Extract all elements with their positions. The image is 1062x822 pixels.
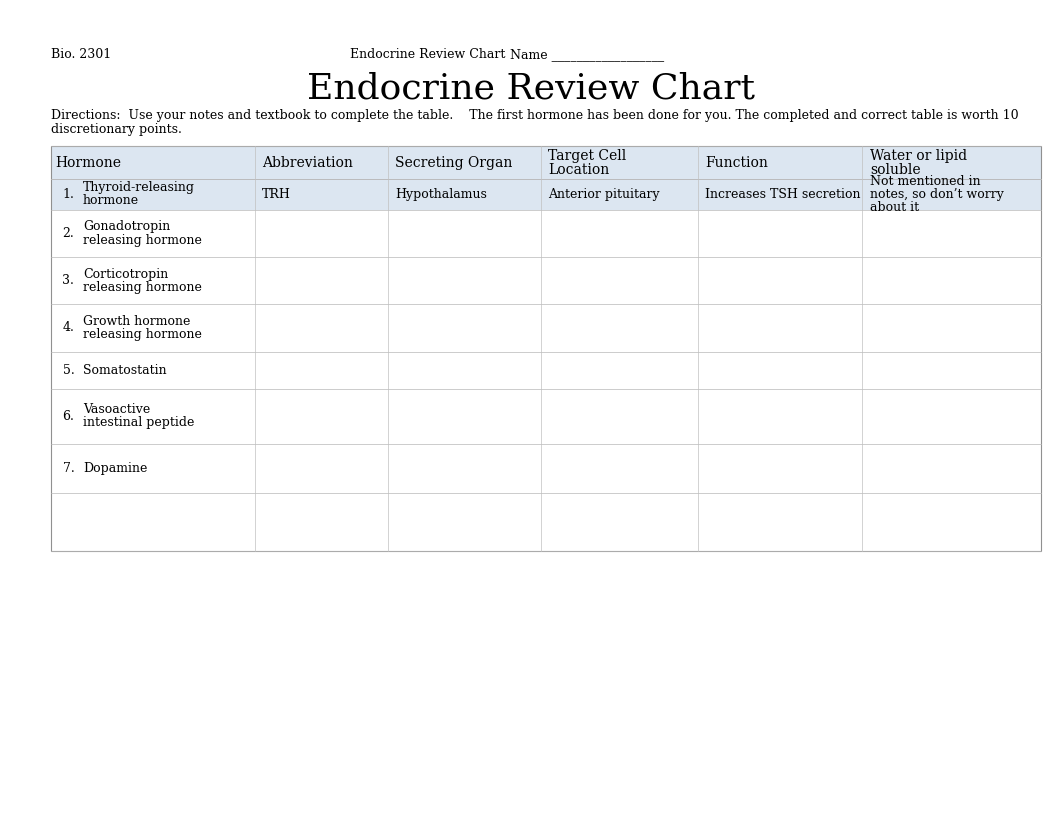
Text: soluble: soluble: [870, 163, 921, 177]
Text: Dopamine: Dopamine: [83, 462, 148, 475]
Text: 1.: 1.: [63, 188, 74, 201]
Text: Endocrine Review Chart: Endocrine Review Chart: [350, 48, 506, 61]
Text: 7.: 7.: [63, 462, 74, 475]
Text: discretionary points.: discretionary points.: [51, 123, 182, 136]
Text: 3.: 3.: [63, 275, 74, 287]
Text: Growth hormone: Growth hormone: [83, 315, 190, 328]
Text: Hypothalamus: Hypothalamus: [395, 188, 487, 201]
Text: Bio. 2301: Bio. 2301: [51, 48, 112, 61]
Text: Name __________________: Name __________________: [510, 48, 664, 61]
Text: Anterior pituitary: Anterior pituitary: [548, 188, 660, 201]
Text: TRH: TRH: [262, 188, 291, 201]
Text: Water or lipid: Water or lipid: [870, 149, 966, 163]
Text: 6.: 6.: [63, 410, 74, 423]
Text: Gonadotropin: Gonadotropin: [83, 220, 170, 233]
Text: releasing hormone: releasing hormone: [83, 233, 202, 247]
Text: Not mentioned in: Not mentioned in: [870, 175, 980, 187]
Text: Directions:  Use your notes and textbook to complete the table.    The first hor: Directions: Use your notes and textbook …: [51, 109, 1018, 122]
Text: Hormone: Hormone: [55, 155, 121, 170]
Text: intestinal peptide: intestinal peptide: [83, 417, 194, 429]
Text: Increases TSH secretion: Increases TSH secretion: [705, 188, 860, 201]
Text: Somatostatin: Somatostatin: [83, 364, 167, 376]
Text: Endocrine Review Chart: Endocrine Review Chart: [307, 72, 755, 105]
Text: Location: Location: [548, 163, 610, 177]
Text: Vasoactive: Vasoactive: [83, 404, 150, 416]
Text: notes, so don’t worry: notes, so don’t worry: [870, 188, 1004, 201]
Text: Target Cell: Target Cell: [548, 149, 627, 163]
Text: releasing hormone: releasing hormone: [83, 281, 202, 293]
Text: 4.: 4.: [63, 321, 74, 335]
Text: Thyroid-releasing: Thyroid-releasing: [83, 182, 194, 194]
Text: Corticotropin: Corticotropin: [83, 268, 168, 280]
Text: about it: about it: [870, 201, 919, 214]
Text: releasing hormone: releasing hormone: [83, 328, 202, 341]
Text: 5.: 5.: [63, 364, 74, 376]
Text: Function: Function: [705, 155, 768, 170]
Text: Secreting Organ: Secreting Organ: [395, 155, 513, 170]
Text: 2.: 2.: [63, 227, 74, 240]
Text: hormone: hormone: [83, 195, 139, 207]
Text: Abbreviation: Abbreviation: [262, 155, 354, 170]
